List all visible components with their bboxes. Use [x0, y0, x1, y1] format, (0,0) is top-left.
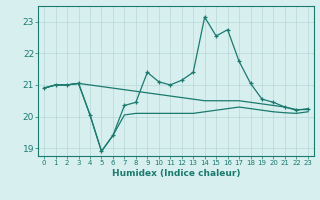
X-axis label: Humidex (Indice chaleur): Humidex (Indice chaleur)	[112, 169, 240, 178]
